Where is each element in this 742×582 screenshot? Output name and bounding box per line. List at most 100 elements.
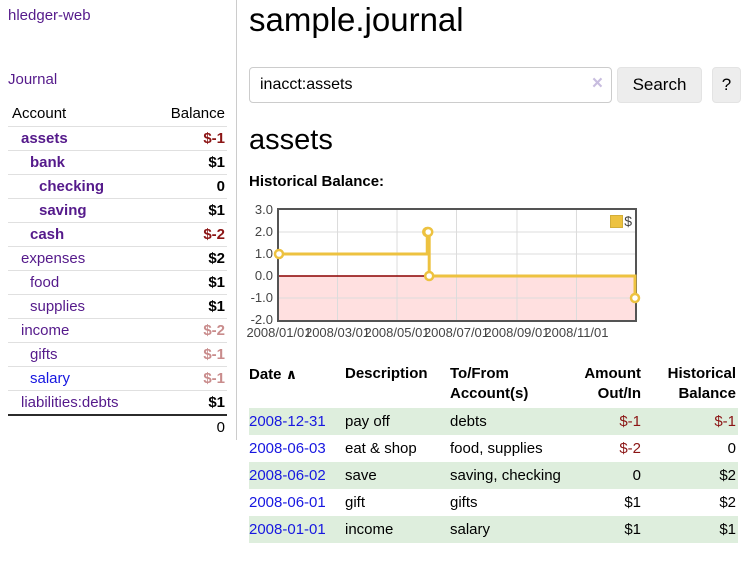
transaction-date-link[interactable]: 2008-06-02 xyxy=(249,467,326,484)
y-axis-tick-label: 1.0 xyxy=(254,246,273,261)
accounts-cell: salary xyxy=(450,521,491,538)
accounts-header-account: Account xyxy=(12,105,67,122)
accounts-table: Account Balance assets $-1 bank $1 checking 0… xyxy=(8,102,227,439)
account-balance: $1 xyxy=(149,198,227,223)
balance-cell: $2 xyxy=(719,467,736,484)
balance-cell: $1 xyxy=(719,521,736,538)
account-balance: $-1 xyxy=(149,342,227,367)
sidebar-account-link-income[interactable]: income xyxy=(21,322,70,339)
account-row: expenses $2 xyxy=(8,246,227,271)
date-cell: 2008-06-01 xyxy=(249,489,345,516)
account-row: saving $1 xyxy=(8,198,227,223)
search-row: × Search ? xyxy=(249,67,741,103)
account-row: income $-2 xyxy=(8,318,227,343)
transaction-date-link[interactable]: 2008-06-01 xyxy=(249,494,326,511)
account-balance: $-1 xyxy=(149,126,227,151)
account-row: liabilities:debts $1 xyxy=(8,390,227,415)
x-axis-tick-label: 2008/05/01 xyxy=(364,325,430,340)
amount-cell: 0 xyxy=(632,467,641,484)
main-content: sample.journal × Search ? assets Histori… xyxy=(246,0,741,582)
description-cell: income xyxy=(345,521,394,538)
help-button[interactable]: ? xyxy=(712,67,741,103)
sidebar-account-link-salary[interactable]: salary xyxy=(30,370,71,387)
x-axis-tick-label: 2008/09/01 xyxy=(484,325,550,340)
accounts-total-row: 0 xyxy=(8,414,227,439)
search-input[interactable] xyxy=(249,67,612,103)
sidebar-account-link-assets[interactable]: assets xyxy=(21,130,68,147)
account-balance: $-2 xyxy=(149,318,227,343)
account-name-cell: gifts xyxy=(8,342,150,367)
account-row: gifts $-1 xyxy=(8,342,227,367)
account-balance: $1 xyxy=(149,150,227,175)
sidebar-account-link-liabilities-debts[interactable]: liabilities:debts xyxy=(21,394,119,411)
accounts-total-value: 0 xyxy=(149,414,227,439)
account-name-cell: cash xyxy=(8,222,150,247)
amount-cell: $-1 xyxy=(619,413,641,430)
chart-svg xyxy=(273,210,641,320)
amount-cell: $-2 xyxy=(619,440,641,457)
date-cell: 2008-01-01 xyxy=(249,516,345,543)
accounts-cell: debts xyxy=(450,413,487,430)
account-name-cell: food xyxy=(8,270,150,295)
y-axis-tick-label: 3.0 xyxy=(254,202,273,217)
sidebar-account-link-cash[interactable]: cash xyxy=(30,226,65,243)
account-row: supplies $1 xyxy=(8,294,227,319)
col-date-sortable[interactable]: Date ∧ xyxy=(249,366,298,383)
sidebar-account-link-gifts[interactable]: gifts xyxy=(30,346,58,363)
y-axis-tick-label: 0.0 xyxy=(254,268,273,283)
col-accounts: To/From Account(s) xyxy=(450,365,529,402)
accounts-header-balance: Balance xyxy=(170,105,225,122)
legend-label: $ xyxy=(624,213,632,229)
transaction-date-link[interactable]: 2008-12-31 xyxy=(249,413,326,430)
description-cell: gift xyxy=(345,494,366,511)
col-description: Description xyxy=(345,365,428,382)
description-cell: pay off xyxy=(345,413,390,430)
account-name-cell: income xyxy=(8,318,150,343)
x-axis-tick-label: 2008/11/01 xyxy=(544,325,609,340)
chart-legend: $ xyxy=(610,213,632,229)
account-row: assets $-1 xyxy=(8,126,227,151)
clear-search-icon[interactable]: × xyxy=(591,73,603,94)
account-name-cell: assets xyxy=(8,126,150,151)
search-button[interactable]: Search xyxy=(617,67,702,103)
transaction-row: 2008-06-01 gift gifts $1 $2 xyxy=(249,489,738,516)
sidebar-account-link-supplies[interactable]: supplies xyxy=(30,298,86,315)
chart-label: Historical Balance: xyxy=(249,173,385,190)
sidebar-account-link-expenses[interactable]: expenses xyxy=(21,250,86,267)
nav-journal-link[interactable]: Journal xyxy=(8,71,58,88)
account-name-cell: liabilities:debts xyxy=(8,390,150,415)
transaction-date-link[interactable]: 2008-01-01 xyxy=(249,521,326,538)
amount-cell: $1 xyxy=(624,521,641,538)
sidebar-account-link-saving[interactable]: saving xyxy=(39,202,87,219)
chart-plot-area: $ xyxy=(273,208,641,322)
account-balance: $-2 xyxy=(149,222,227,247)
col-amount: Amount Out/In xyxy=(584,365,641,402)
balance-cell: 0 xyxy=(727,440,736,457)
account-row: food $1 xyxy=(8,270,227,295)
legend-swatch-icon xyxy=(610,214,624,228)
register-table: Date ∧ Description To/From Account(s) Am… xyxy=(249,360,738,543)
sidebar-account-link-bank[interactable]: bank xyxy=(30,154,66,171)
x-axis-tick-label: 2008/03/01 xyxy=(304,325,371,340)
account-name-cell: checking xyxy=(8,174,150,199)
sidebar-account-link-checking[interactable]: checking xyxy=(39,178,105,195)
sidebar: hledger-web Journal Account Balance asse… xyxy=(0,0,237,440)
account-balance: $2 xyxy=(149,246,227,271)
x-axis-tick-label: 2008/07/01 xyxy=(423,325,490,340)
account-balance: $-1 xyxy=(149,366,227,391)
account-balance: 0 xyxy=(149,174,227,199)
date-cell: 2008-06-02 xyxy=(249,462,345,489)
account-row: cash $-2 xyxy=(8,222,227,247)
x-axis-tick-label: 2008/01/01 xyxy=(246,325,312,340)
y-axis-tick-label: 2.0 xyxy=(254,224,273,239)
sidebar-account-link-food[interactable]: food xyxy=(30,274,60,291)
y-axis-tick-label: -1.0 xyxy=(250,290,273,305)
app-title-link[interactable]: hledger-web xyxy=(8,7,91,24)
account-name-cell: saving xyxy=(8,198,150,223)
transaction-row: 2008-01-01 income salary $1 $1 xyxy=(249,516,738,543)
transaction-date-link[interactable]: 2008-06-03 xyxy=(249,440,326,457)
account-balance: $1 xyxy=(149,270,227,295)
transaction-row: 2008-06-03 eat & shop food, supplies $-2 0 xyxy=(249,435,738,462)
account-row: checking 0 xyxy=(8,174,227,199)
y-axis-tick-label: -2.0 xyxy=(250,312,273,327)
